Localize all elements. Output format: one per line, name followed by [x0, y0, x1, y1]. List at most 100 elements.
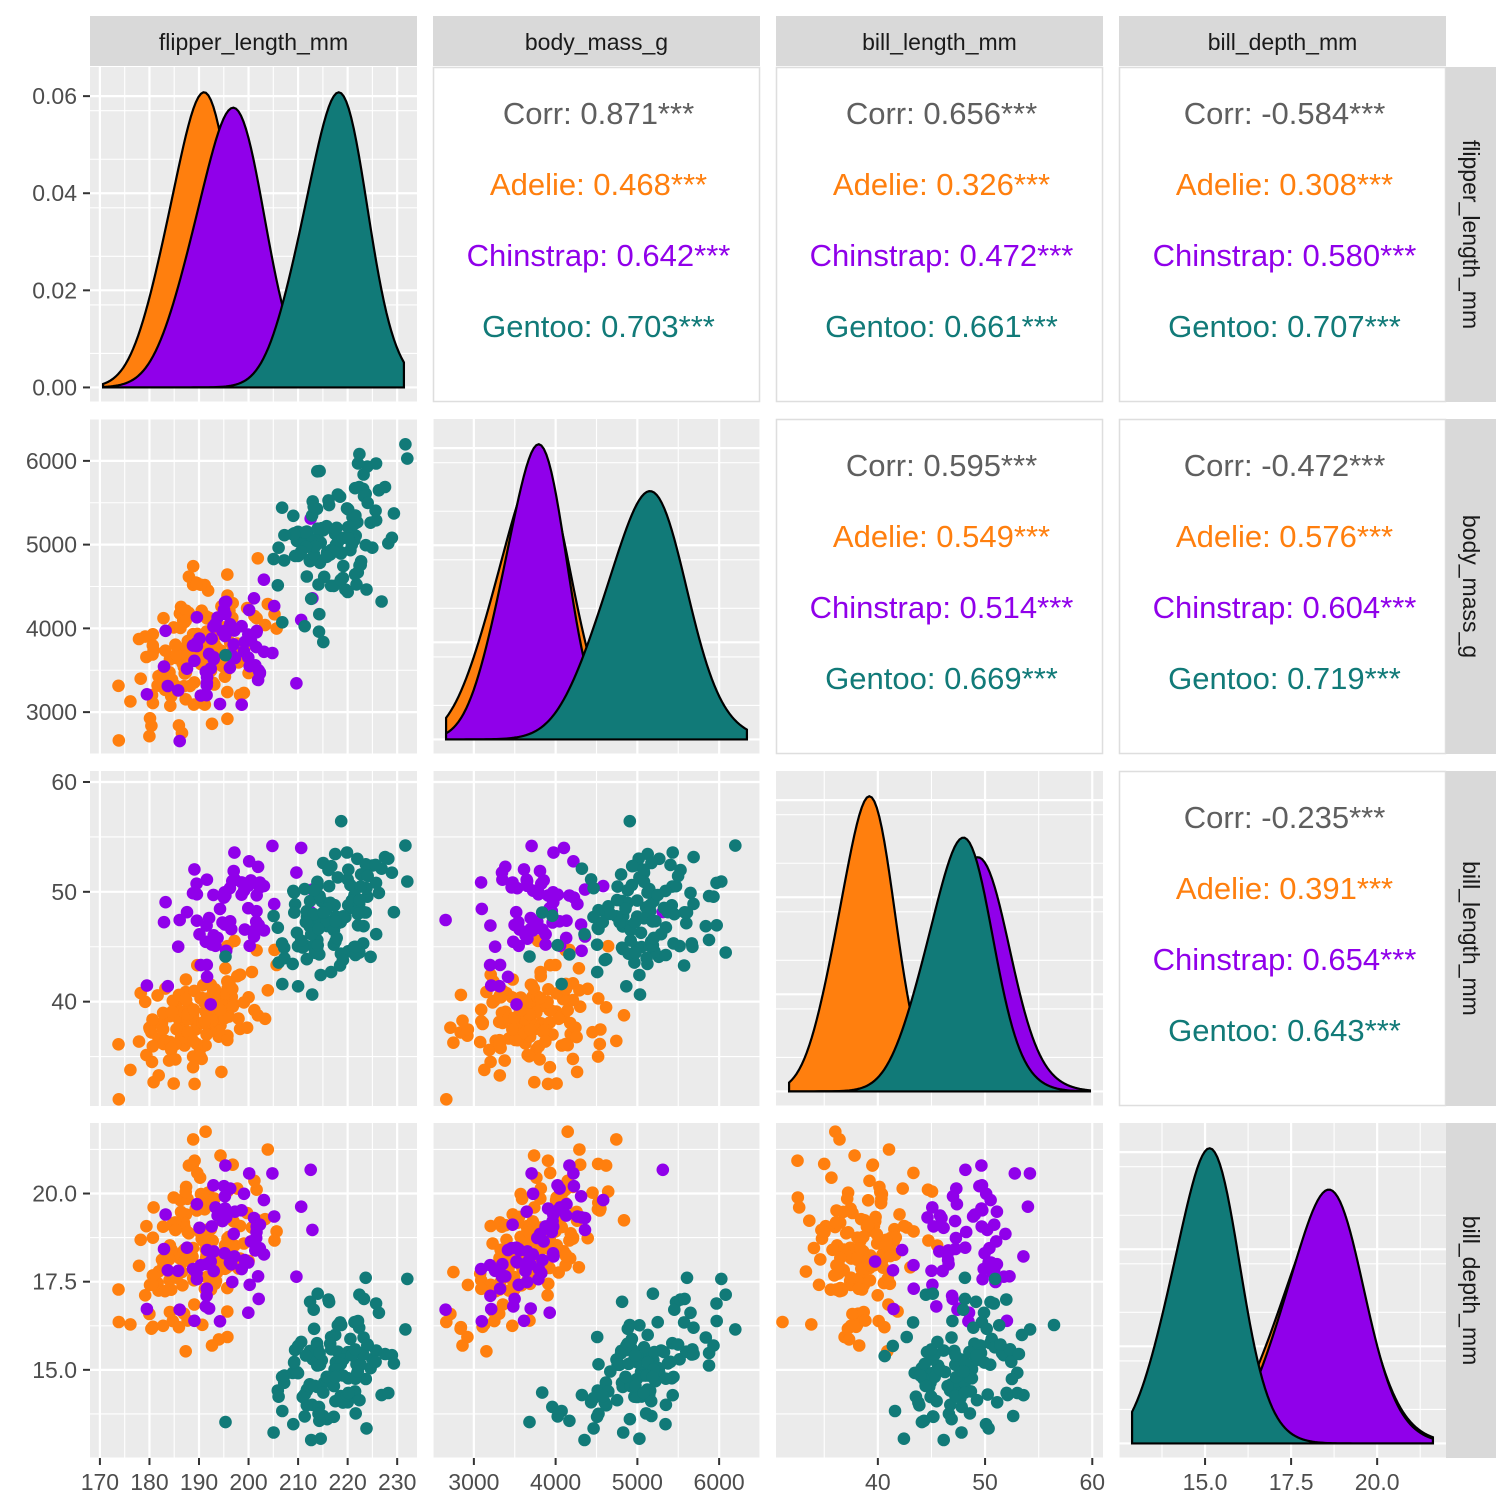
point-chinstrap: [543, 1306, 556, 1319]
point-adelie: [528, 1075, 541, 1089]
point-chinstrap: [506, 1218, 519, 1231]
point-gentoo: [598, 953, 612, 967]
point-gentoo: [275, 937, 289, 950]
y-tick-label: 0.00: [32, 374, 77, 400]
point-adelie: [182, 1159, 196, 1172]
point-gentoo: [378, 1347, 392, 1361]
point-chinstrap: [207, 620, 220, 633]
point-gentoo: [329, 522, 342, 536]
point-chinstrap: [507, 935, 520, 949]
point-gentoo: [687, 1321, 700, 1334]
point-gentoo: [333, 490, 347, 504]
point-adelie: [152, 1069, 165, 1082]
point-gentoo: [276, 977, 289, 991]
corr-label-chinstrap: Chinstrap: 0.514***: [810, 590, 1074, 625]
point-adelie: [112, 1315, 126, 1329]
point-gentoo: [604, 1365, 617, 1378]
y-tick-label: 50: [51, 879, 77, 905]
point-adelie: [848, 1149, 861, 1162]
point-adelie: [566, 993, 580, 1007]
point-gentoo: [625, 859, 639, 873]
point-gentoo: [387, 1357, 401, 1370]
point-gentoo: [988, 1272, 1002, 1286]
point-adelie: [493, 1033, 506, 1047]
point-chinstrap: [225, 922, 238, 936]
point-adelie: [112, 1038, 125, 1051]
point-adelie: [533, 1053, 546, 1066]
point-chinstrap: [253, 1241, 267, 1255]
point-gentoo: [624, 1335, 637, 1349]
point-chinstrap: [499, 860, 512, 874]
point-gentoo: [640, 951, 653, 965]
point-gentoo: [351, 919, 365, 932]
point-gentoo: [942, 1407, 956, 1421]
point-gentoo: [312, 922, 325, 936]
point-chinstrap: [907, 1258, 920, 1272]
point-adelie: [258, 1012, 272, 1026]
point-chinstrap: [237, 1187, 251, 1201]
point-chinstrap: [249, 923, 262, 936]
point-gentoo: [320, 550, 334, 564]
point-chinstrap: [484, 919, 497, 932]
point-adelie: [261, 1143, 275, 1156]
point-gentoo: [719, 946, 732, 959]
point-chinstrap: [999, 1227, 1012, 1241]
point-chinstrap: [171, 684, 185, 697]
point-chinstrap: [242, 1306, 255, 1319]
point-chinstrap: [976, 1272, 989, 1286]
point-adelie: [170, 648, 183, 661]
point-adelie: [493, 1069, 507, 1082]
corr-label-gentoo: Gentoo: 0.661***: [825, 309, 1058, 344]
point-gentoo: [710, 919, 723, 932]
point-adelie: [134, 1233, 147, 1247]
x-tick-label: 190: [180, 1469, 218, 1495]
point-chinstrap: [294, 841, 308, 855]
point-adelie: [248, 1003, 261, 1017]
point-gentoo: [276, 1404, 289, 1418]
point-adelie: [169, 1223, 182, 1237]
point-adelie: [494, 991, 508, 1004]
point-gentoo: [359, 1372, 373, 1386]
point-adelie: [440, 1315, 453, 1329]
point-gentoo: [664, 1355, 677, 1369]
corr-label-gentoo: Gentoo: 0.669***: [825, 661, 1058, 696]
point-chinstrap: [493, 1264, 506, 1277]
point-chinstrap: [306, 1223, 319, 1237]
point-chinstrap: [507, 1300, 520, 1313]
point-chinstrap: [242, 1256, 255, 1269]
point-adelie: [523, 1022, 537, 1036]
corr-panel-bg: [432, 66, 761, 403]
point-gentoo: [980, 1322, 993, 1336]
point-gentoo: [633, 1432, 646, 1445]
point-chinstrap: [193, 1221, 206, 1235]
point-gentoo: [590, 965, 604, 979]
point-adelie: [617, 1009, 631, 1022]
point-gentoo: [546, 909, 559, 923]
x-tick-label: 4000: [530, 1469, 581, 1495]
point-gentoo: [900, 1330, 913, 1344]
point-gentoo: [610, 893, 624, 907]
point-chinstrap: [267, 897, 281, 911]
point-chinstrap: [199, 1300, 213, 1313]
corr-label-chinstrap: Chinstrap: 0.580***: [1153, 238, 1417, 273]
point-adelie: [200, 1028, 213, 1041]
point-adelie: [861, 1194, 875, 1207]
point-gentoo: [680, 916, 693, 930]
point-gentoo: [596, 1389, 610, 1403]
point-adelie: [199, 1125, 212, 1138]
point-adelie: [875, 1192, 888, 1205]
point-chinstrap: [560, 1197, 573, 1211]
corr-label-corr: Corr: -0.235***: [1184, 800, 1386, 835]
point-adelie: [543, 1166, 557, 1180]
point-chinstrap: [537, 874, 550, 887]
point-adelie: [563, 1234, 576, 1247]
point-gentoo: [992, 1319, 1006, 1332]
point-adelie: [156, 1023, 170, 1036]
point-adelie: [132, 1035, 146, 1048]
point-chinstrap: [1021, 1200, 1035, 1213]
point-chinstrap: [204, 1255, 217, 1268]
point-adelie: [186, 1060, 200, 1074]
point-gentoo: [956, 1303, 970, 1316]
point-gentoo: [941, 1379, 954, 1393]
y-tick-label: 4000: [26, 615, 77, 641]
